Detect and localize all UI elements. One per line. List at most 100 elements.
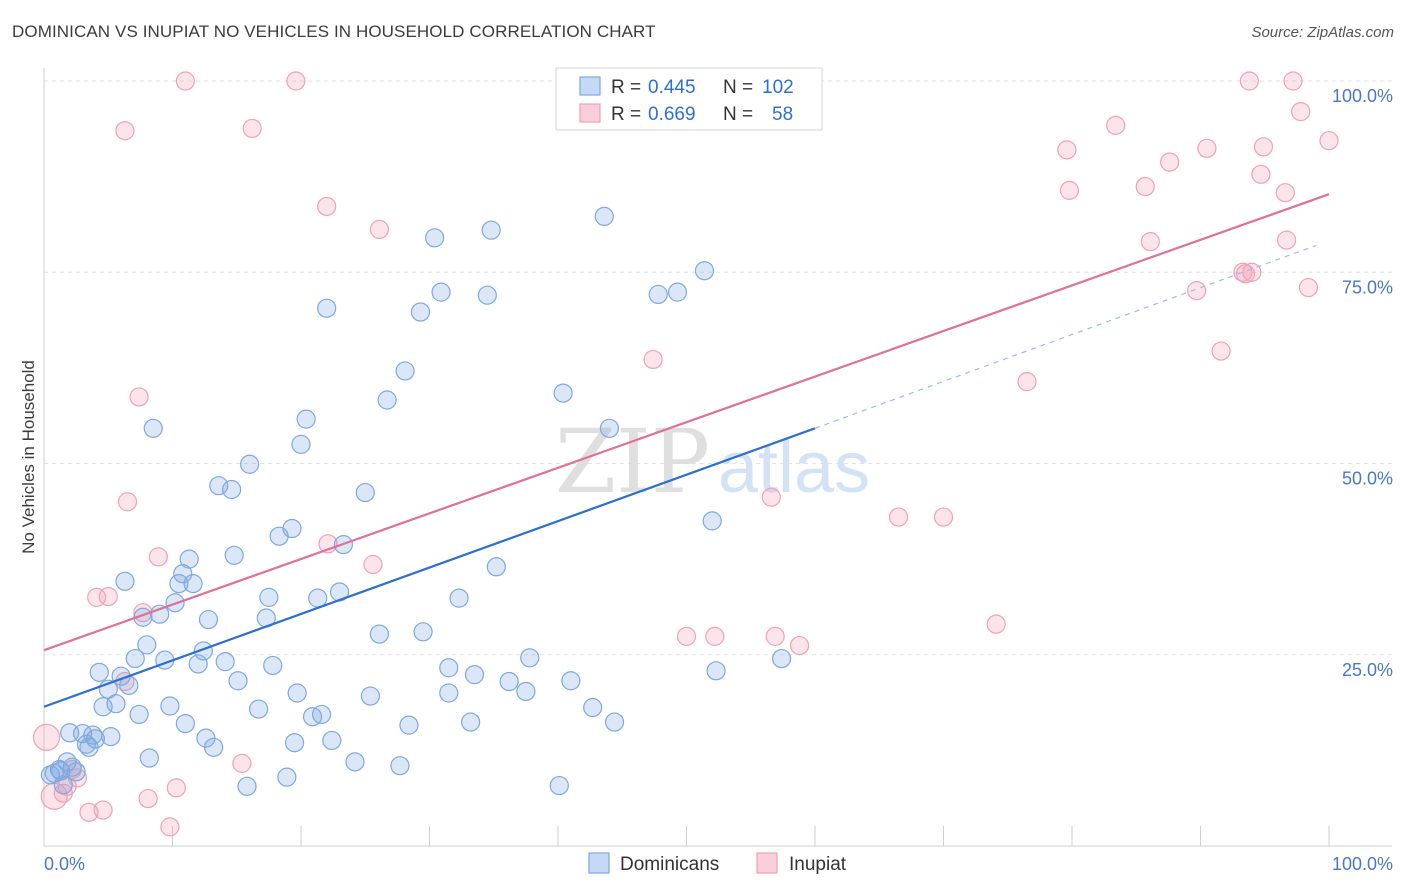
inupiat-point-21 [242, 118, 262, 139]
dominicans-point-45 [224, 545, 244, 565]
inupiat-point-42 [1160, 152, 1180, 172]
dominicans-point-13 [85, 729, 106, 749]
inupiat-point-13 [129, 387, 149, 407]
legend-swatch-dominicans [579, 76, 601, 96]
dominicans-point-87 [499, 671, 519, 692]
legend-n-value-1: 102 [762, 77, 794, 98]
inupiat-point-51 [1275, 183, 1295, 203]
inupiat-point-12 [117, 492, 138, 512]
dominicans-point-72 [390, 756, 410, 776]
dominicans-point-76 [413, 622, 433, 642]
y-tick-label-3: 100.0% [1332, 86, 1393, 106]
inupiat-point-20 [232, 753, 252, 773]
trend-lines [43, 193, 1330, 708]
source-label: Source: ZipAtlas.com [1251, 24, 1394, 41]
dominicans-point-86 [486, 557, 506, 577]
legend-swatch-inupiat [579, 103, 601, 123]
inupiat-point-55 [1298, 277, 1319, 298]
dominicans-point-102 [771, 648, 792, 669]
dominicans-point-96 [604, 712, 625, 732]
dominicans-point-79 [439, 683, 459, 703]
dominicans-point-61 [308, 588, 328, 608]
inupiat-point-25 [363, 554, 383, 575]
dominicans-point-41 [204, 737, 224, 757]
bottom-legend-dominicans: Dominicans [620, 854, 719, 875]
dominicans-point-89 [520, 648, 540, 668]
inupiat-point-18 [166, 778, 186, 798]
inupiat-point-28 [676, 626, 697, 646]
legend-r-value-2: 0.669 [648, 104, 696, 125]
dominicans-point-48 [240, 454, 260, 474]
dominicans-point-54 [277, 767, 297, 787]
axes [43, 68, 1392, 847]
dominicans-point-55 [282, 518, 302, 539]
dominicans-point-67 [345, 752, 365, 772]
inupiat-point-29 [705, 626, 725, 646]
dominicans-point-59 [296, 409, 316, 429]
inupiat-point-41 [1140, 232, 1160, 252]
dominicans-point-43 [215, 652, 235, 672]
dominicans-point-90 [549, 775, 569, 796]
inupiat-point-40 [1135, 176, 1155, 197]
dominicans-point-40 [198, 609, 219, 630]
dominicans-point-95 [599, 418, 620, 438]
inupiat-point-35 [986, 614, 1006, 634]
dominicans-point-75 [410, 302, 431, 322]
dominicans-point-23 [129, 704, 149, 725]
inupiat-point-36 [1017, 372, 1037, 392]
inupiat-point-38 [1059, 180, 1080, 200]
gridlines [44, 80, 1392, 656]
dominicans-point-27 [143, 418, 163, 438]
dominicans-point-83 [464, 665, 485, 685]
dominicans-point-18 [106, 694, 126, 714]
inupiat-point-0 [32, 723, 61, 751]
inupiat-point-45 [1211, 341, 1231, 361]
dominicans-point-74 [399, 715, 419, 735]
dominicans-point-84 [477, 285, 497, 305]
dominicans-point-99 [694, 261, 715, 281]
x-tick-label-1: 100.0% [1332, 854, 1393, 874]
inupiat-trend-line [43, 193, 1330, 652]
bottom-legend-inupiat: Inupiat [789, 854, 847, 875]
dominicans-point-85 [481, 220, 501, 240]
legend-box: R = 0.445 N = 102 R = 0.669 N = 58 [555, 67, 823, 131]
inupiat-point-19 [175, 71, 195, 91]
dominicans-point-26 [139, 748, 159, 768]
dominicans-point-38 [193, 641, 213, 661]
dominicans-point-82 [461, 712, 481, 732]
dominicans-point-25 [137, 635, 157, 655]
inupiat-point-33 [888, 507, 909, 527]
dominicans-point-70 [369, 624, 389, 644]
dominicans-point-81 [449, 588, 469, 608]
dominicans-point-22 [125, 648, 145, 669]
inupiat-point-11 [115, 121, 135, 141]
inupiat-point-15 [138, 788, 158, 809]
bottom-legend: Dominicans Inupiat [588, 852, 847, 875]
dominicans-point-100 [702, 511, 722, 531]
inupiat-point-39 [1106, 115, 1126, 135]
inupiat-point-16 [148, 547, 168, 567]
inupiat-point-54 [1291, 101, 1311, 122]
dominicans-point-42 [209, 476, 229, 496]
inupiat-point-27 [643, 349, 663, 370]
legend-r-value-1: 0.445 [648, 77, 696, 98]
y-tick-labels: 25.0% 50.0% 75.0% 100.0% [1332, 86, 1393, 680]
legend-n-label-2: N = [723, 104, 753, 125]
dominicans-point-94 [594, 206, 614, 227]
dominicans-point-68 [355, 482, 375, 503]
dominicans-point-14 [89, 662, 109, 682]
inupiat-point-47 [1239, 71, 1259, 91]
legend-r-label-2: R = [611, 104, 641, 125]
inupiat-point-34 [933, 507, 954, 527]
dominicans-point-88 [516, 681, 536, 702]
inupiat-point-44 [1197, 138, 1217, 158]
legend-r-label-1: R = [611, 77, 641, 98]
inupiat-point-56 [1319, 131, 1339, 151]
legend-n-label-1: N = [723, 77, 753, 98]
dominicans-point-51 [259, 587, 279, 607]
watermark-atlas: atlas [718, 428, 870, 508]
dominicans-point-98 [667, 282, 688, 302]
inupiat-point-49 [1251, 164, 1271, 184]
inupiat-point-37 [1057, 140, 1077, 160]
